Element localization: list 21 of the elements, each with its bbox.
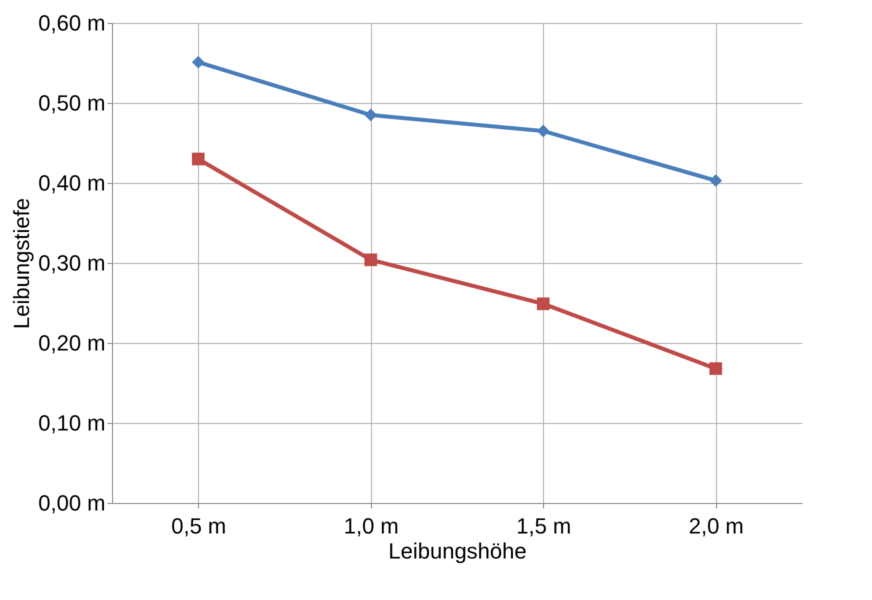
y-tick-label: 0,20 m <box>38 330 106 356</box>
x-tick-label: 0,5 m <box>171 514 226 538</box>
y-tick-label: 0,10 m <box>38 410 106 436</box>
y-tick-label: 0,60 m <box>38 10 106 36</box>
y-tick-label: 0,40 m <box>38 170 106 196</box>
x-tick-label: 1,5 m <box>516 514 572 538</box>
point <box>192 152 205 166</box>
point <box>709 362 722 375</box>
y-tick-label: 0,00 m <box>38 490 106 516</box>
y-tick-label: 0,50 m <box>38 90 106 116</box>
x-tick-label: 2,0 m <box>688 514 744 538</box>
point <box>536 124 550 138</box>
point <box>364 253 378 266</box>
point <box>364 108 378 122</box>
y-tick-label: 0,30 m <box>38 250 106 276</box>
x-tick-label: 1,0 m <box>344 514 399 538</box>
point <box>536 297 550 310</box>
point <box>192 56 205 69</box>
x-axis-title: Leibungshöhe <box>388 538 527 564</box>
point <box>709 174 722 187</box>
y-axis-title: Leibungstiefe <box>9 198 34 329</box>
